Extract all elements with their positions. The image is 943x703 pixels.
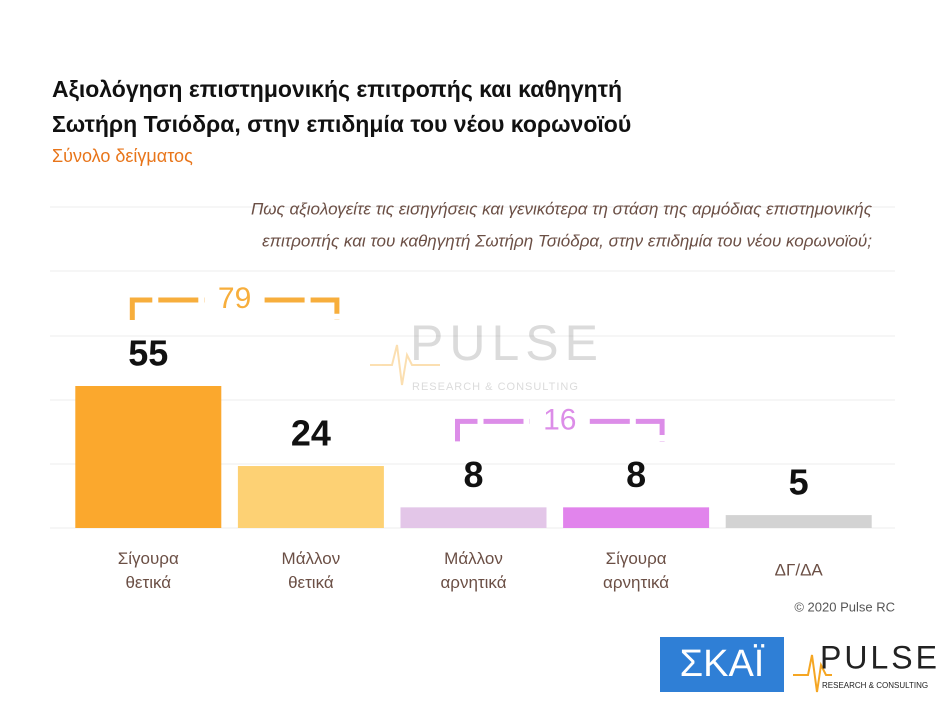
x-tick-label: Σίγουρα αρνητικά — [603, 549, 669, 592]
value-label: 24 — [291, 413, 331, 454]
source: © 2020 Pulse RC — [794, 599, 895, 614]
group-label: 79 — [218, 282, 251, 315]
value-label: 8 — [626, 454, 646, 495]
logo-pulse-sub: RESEARCH & CONSULTING — [822, 681, 928, 690]
watermark-text: PULSE — [410, 315, 604, 371]
bracket-line — [455, 418, 665, 442]
value-label: 5 — [789, 462, 809, 503]
x-tick-label: Μάλλον αρνητικά — [440, 549, 506, 592]
chart-title: Αξιολόγηση επιστημονικής επιτροπής και κ… — [52, 76, 622, 102]
question: Πως αξιολογείτε τις εισηγήσεις και γενικ… — [251, 199, 873, 218]
logo-skai: ΣΚΑΪ — [680, 643, 765, 685]
bar — [563, 507, 710, 528]
logo-pulse-wave — [793, 654, 832, 693]
chart-title: Σωτήρη Τσιόδρα, στην επιδημία του νέου κ… — [52, 111, 631, 137]
watermark-sub: RESEARCH & CONSULTING — [412, 381, 579, 393]
question: επιτροπής και του καθηγητή Σωτήρη Τσιόδρ… — [262, 231, 872, 250]
x-tick-label: ΔΓ/ΔΑ — [775, 560, 824, 579]
bar — [725, 515, 872, 528]
group-label: 16 — [543, 403, 576, 436]
value-label: 55 — [128, 333, 168, 374]
bar — [237, 466, 384, 528]
value-label: 8 — [463, 454, 483, 495]
bar — [400, 507, 547, 528]
x-tick-label: Μάλλον θετικά — [282, 549, 341, 592]
x-tick-label: Σίγουρα θετικά — [118, 549, 179, 592]
logo-skai-bg — [660, 637, 784, 692]
group-bracket: 16 — [455, 403, 665, 442]
logo-pulse: PULSE — [820, 639, 940, 675]
bar — [75, 386, 222, 528]
group-bracket: 79 — [129, 282, 340, 320]
chart-subtitle: Σύνολο δείγματος — [52, 146, 193, 166]
watermark: PULSE RESEARCH & CONSULTING — [370, 315, 604, 393]
bracket-line — [129, 297, 340, 320]
